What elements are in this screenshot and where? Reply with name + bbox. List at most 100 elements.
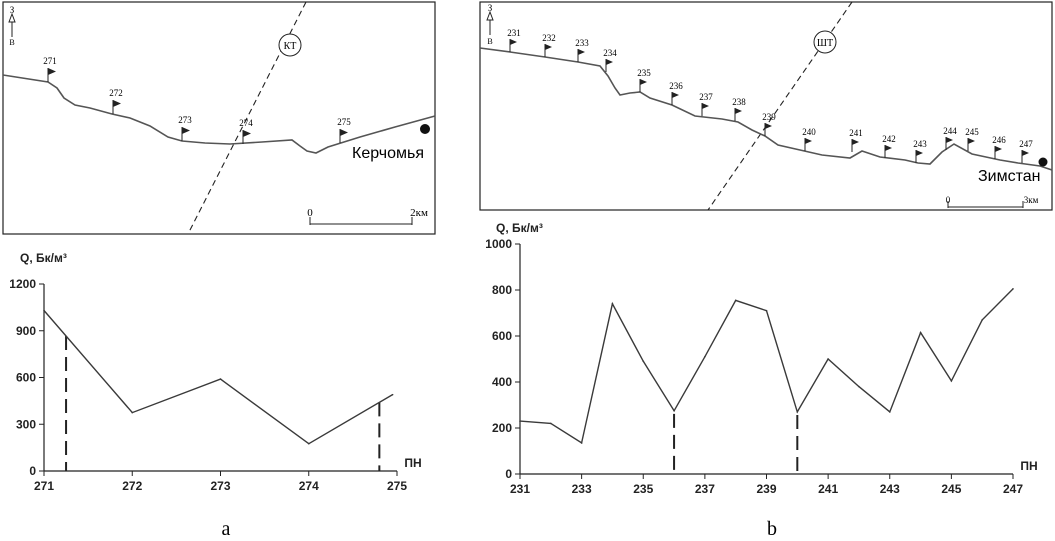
data-point	[888, 411, 891, 413]
scale-bar-b: 0 3км	[946, 195, 1039, 208]
compass-b: З В	[486, 3, 494, 46]
y-tick-label: 1000	[485, 237, 512, 251]
scale-b-start: 0	[946, 195, 951, 205]
data-point	[673, 409, 675, 412]
x-tick-label: 235	[633, 482, 653, 496]
x-tick-label: 274	[299, 479, 319, 493]
data-point	[827, 358, 829, 360]
data-point	[611, 303, 614, 305]
map-b: З В ШТ 231 232 233 234 235 236 237 238 239 240 241…	[479, 1, 1053, 211]
data-point	[950, 380, 953, 382]
data-point	[550, 422, 552, 425]
scale-b-end: 3км	[1024, 195, 1039, 205]
fault-label-b: ШТ	[817, 38, 833, 49]
profile-line-a	[2, 74, 436, 154]
x-tick-label: 272	[122, 479, 142, 493]
picket-label: 273	[178, 115, 192, 125]
caption-a: а	[222, 518, 231, 540]
picket-label: 275	[337, 117, 351, 127]
picket-label: 240	[802, 127, 816, 137]
data-point	[858, 385, 860, 388]
data-point	[734, 299, 737, 302]
series-line	[43, 310, 393, 445]
map-b-frame	[479, 1, 1053, 211]
picket-flag-icon	[994, 146, 1002, 159]
data-point	[919, 331, 922, 334]
picket-flag-icon	[764, 123, 772, 136]
picket-flag-icon	[734, 108, 742, 121]
fault-label-a: КТ	[284, 41, 297, 52]
picket-label: 238	[732, 97, 746, 107]
picket-label: 272	[109, 88, 123, 98]
y-tick-label: 800	[492, 283, 512, 297]
x-tick-label: 273	[210, 479, 230, 493]
picket-flag-icon	[671, 92, 679, 105]
compass-b-north: З	[488, 3, 493, 13]
picket-label: 245	[965, 127, 979, 137]
data-point	[307, 442, 310, 445]
picket-label: 242	[882, 134, 896, 144]
picket-flag-icon	[577, 49, 585, 62]
compass-a-south: В	[9, 38, 14, 47]
village-a-label: Керчомья	[352, 145, 424, 162]
y-tick-label: 0	[29, 464, 36, 478]
x-axis-label: ПН	[1020, 459, 1037, 473]
y-tick-label: 0	[505, 467, 512, 481]
picket-label: 235	[637, 68, 651, 78]
compass-b-arrow-icon	[486, 10, 494, 21]
x-tick-label: 275	[387, 479, 407, 493]
village-b-label: Зимстан	[978, 168, 1040, 185]
data-point	[519, 420, 521, 422]
map-a: З В КТ 271 272 273 274 275 Керчомья	[2, 1, 436, 235]
y-axis-label: Q, Бк/м³	[20, 251, 67, 265]
scale-a-end: 2км	[410, 207, 428, 219]
pickets-b: 231 232 233 234 235 236 237 238 239 240 241 242 243 2…	[507, 28, 1033, 163]
y-tick-label: 600	[492, 329, 512, 343]
y-tick-label: 900	[16, 324, 36, 338]
x-tick-label: 243	[880, 482, 900, 496]
picket-flag-icon	[47, 68, 56, 82]
x-tick-label: 239	[756, 482, 776, 496]
data-point	[131, 411, 134, 414]
x-axis-label: ПН	[404, 456, 421, 470]
pickets-a: 271 272 273 274 275	[43, 56, 351, 144]
data-point	[704, 355, 706, 358]
picket-flag-icon	[112, 100, 121, 114]
picket-flag-icon	[945, 137, 953, 150]
picket-flag-icon	[509, 39, 517, 52]
y-tick-label: 200	[492, 421, 512, 435]
data-point	[391, 393, 394, 396]
compass-a-north: З	[10, 5, 15, 15]
picket-flag-icon	[605, 59, 613, 72]
data-point	[219, 378, 222, 380]
picket-label: 241	[849, 128, 863, 138]
y-tick-label: 1200	[9, 277, 36, 291]
picket-flag-icon	[1021, 150, 1029, 163]
fault-label-a-circle	[278, 33, 302, 57]
x-tick-label: 271	[34, 479, 54, 493]
picket-flag-icon	[967, 138, 975, 151]
picket-label: 247	[1019, 139, 1033, 149]
picket-label: 231	[507, 28, 521, 38]
y-tick-label: 300	[16, 417, 36, 431]
picket-flag-icon	[639, 79, 647, 92]
compass-b-south: В	[487, 37, 492, 46]
picket-label: 232	[542, 33, 556, 43]
picket-flag-icon	[242, 130, 251, 144]
picket-flag-icon	[851, 139, 859, 152]
data-point	[765, 309, 768, 312]
picket-label: 239	[762, 112, 776, 122]
picket-flag-icon	[804, 138, 812, 151]
y-tick-label: 600	[16, 371, 36, 385]
chart-b: 0 200 400 600 800 1000 231 233 235 237 239 241 243 24…	[485, 221, 1037, 496]
x-tick-label: 233	[572, 482, 592, 496]
scale-bar-a: 0 2км	[307, 207, 428, 225]
picket-flag-icon	[915, 150, 923, 163]
picket-flag-icon	[181, 127, 190, 141]
compass-a-arrow-icon	[8, 12, 16, 23]
data-point	[1012, 288, 1014, 290]
scale-a-start: 0	[307, 207, 313, 219]
picket-label: 234	[603, 48, 617, 58]
y-tick-label: 400	[492, 375, 512, 389]
